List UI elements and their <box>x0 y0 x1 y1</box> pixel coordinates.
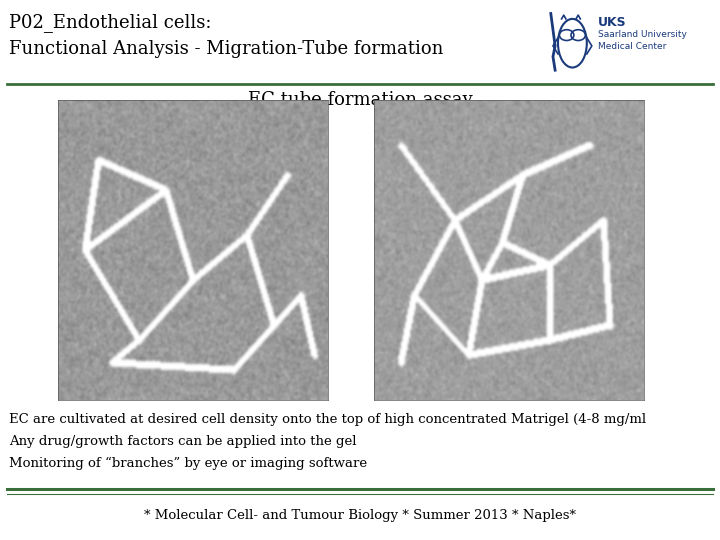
Text: Medical Center: Medical Center <box>598 42 666 51</box>
Text: * Molecular Cell- and Tumour Biology * Summer 2013 * Naples*: * Molecular Cell- and Tumour Biology * S… <box>144 509 576 522</box>
Text: Monitoring of “branches” by eye or imaging software: Monitoring of “branches” by eye or imagi… <box>9 456 367 470</box>
Text: Functional Analysis - Migration-Tube formation: Functional Analysis - Migration-Tube for… <box>9 40 444 58</box>
Text: Any drug/growth factors can be applied into the gel: Any drug/growth factors can be applied i… <box>9 435 357 448</box>
Text: EC are cultivated at desired cell density onto the top of high concentrated Matr: EC are cultivated at desired cell densit… <box>9 413 647 426</box>
Text: Saarland University: Saarland University <box>598 30 686 39</box>
Text: P02_Endothelial cells:: P02_Endothelial cells: <box>9 14 212 32</box>
Text: EC tube formation assay: EC tube formation assay <box>248 91 472 109</box>
Text: UKS: UKS <box>598 16 626 29</box>
